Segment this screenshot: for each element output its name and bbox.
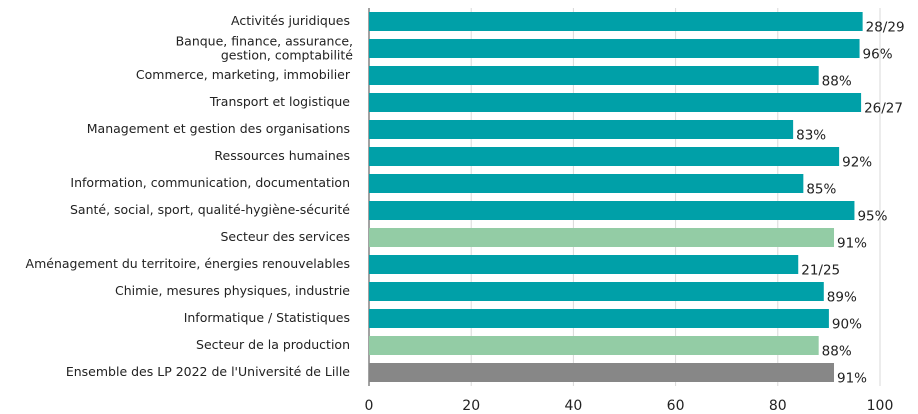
bar — [369, 12, 863, 31]
value-label: 85% — [806, 182, 836, 198]
bar — [369, 147, 840, 166]
y-tick-label: Commerce, marketing, immobilier — [136, 67, 351, 82]
value-label: 95% — [857, 209, 887, 225]
y-tick-label: Management et gestion des organisations — [87, 121, 350, 136]
bar — [369, 39, 860, 58]
y-tick-label: Ensemble des LP 2022 de l'Université de … — [66, 364, 350, 379]
y-tick-label: Santé, social, sport, qualité-hygiène-sé… — [70, 202, 350, 217]
value-label: 83% — [796, 128, 826, 144]
bar — [369, 282, 824, 301]
y-tick-label: Informatique / Statistiques — [184, 310, 350, 325]
y-tick-label: Chimie, mesures physiques, industrie — [115, 283, 350, 298]
bar — [369, 174, 804, 193]
value-label: 89% — [827, 290, 857, 306]
bar — [369, 201, 855, 220]
value-label: 28/29 — [866, 20, 905, 36]
x-tick-label: 20 — [462, 398, 480, 414]
bar — [369, 255, 799, 274]
y-tick-label-line: gestion, comptabilité — [221, 47, 353, 62]
y-tick-label: Secteur des services — [220, 229, 350, 244]
x-tick-label: 60 — [667, 398, 685, 414]
y-tick-label: Banque, finance, assurance, gestion, comp… — [176, 33, 354, 62]
value-label: 90% — [832, 317, 862, 333]
y-tick-label: Ressources humaines — [214, 148, 350, 163]
bar — [369, 93, 862, 112]
bar — [369, 120, 794, 139]
value-label: 91% — [837, 236, 867, 252]
value-label: 96% — [863, 47, 893, 63]
value-label: 26/27 — [864, 101, 903, 117]
x-tick-label: 80 — [769, 398, 787, 414]
x-tick-label: 100 — [867, 398, 894, 414]
value-label: 88% — [822, 344, 852, 360]
y-tick-label: Aménagement du territoire, énergies reno… — [26, 256, 350, 271]
y-tick-label-line: Banque, finance, assurance, — [176, 33, 353, 48]
bar — [369, 228, 835, 247]
value-label: 88% — [822, 74, 852, 90]
value-label: 92% — [842, 155, 872, 171]
bar — [369, 66, 819, 85]
value-label: 21/25 — [801, 263, 840, 279]
x-tick-label: 0 — [365, 398, 374, 414]
x-tick-label: 40 — [564, 398, 582, 414]
value-label: 91% — [837, 371, 867, 387]
y-tick-label: Activités juridiques — [231, 13, 350, 28]
bar — [369, 336, 819, 355]
bar — [369, 363, 835, 382]
y-tick-label: Information, communication, documentatio… — [70, 175, 350, 190]
y-tick-label: Transport et logistique — [209, 94, 350, 109]
y-tick-label: Secteur de la production — [196, 337, 350, 352]
bar — [369, 309, 829, 328]
